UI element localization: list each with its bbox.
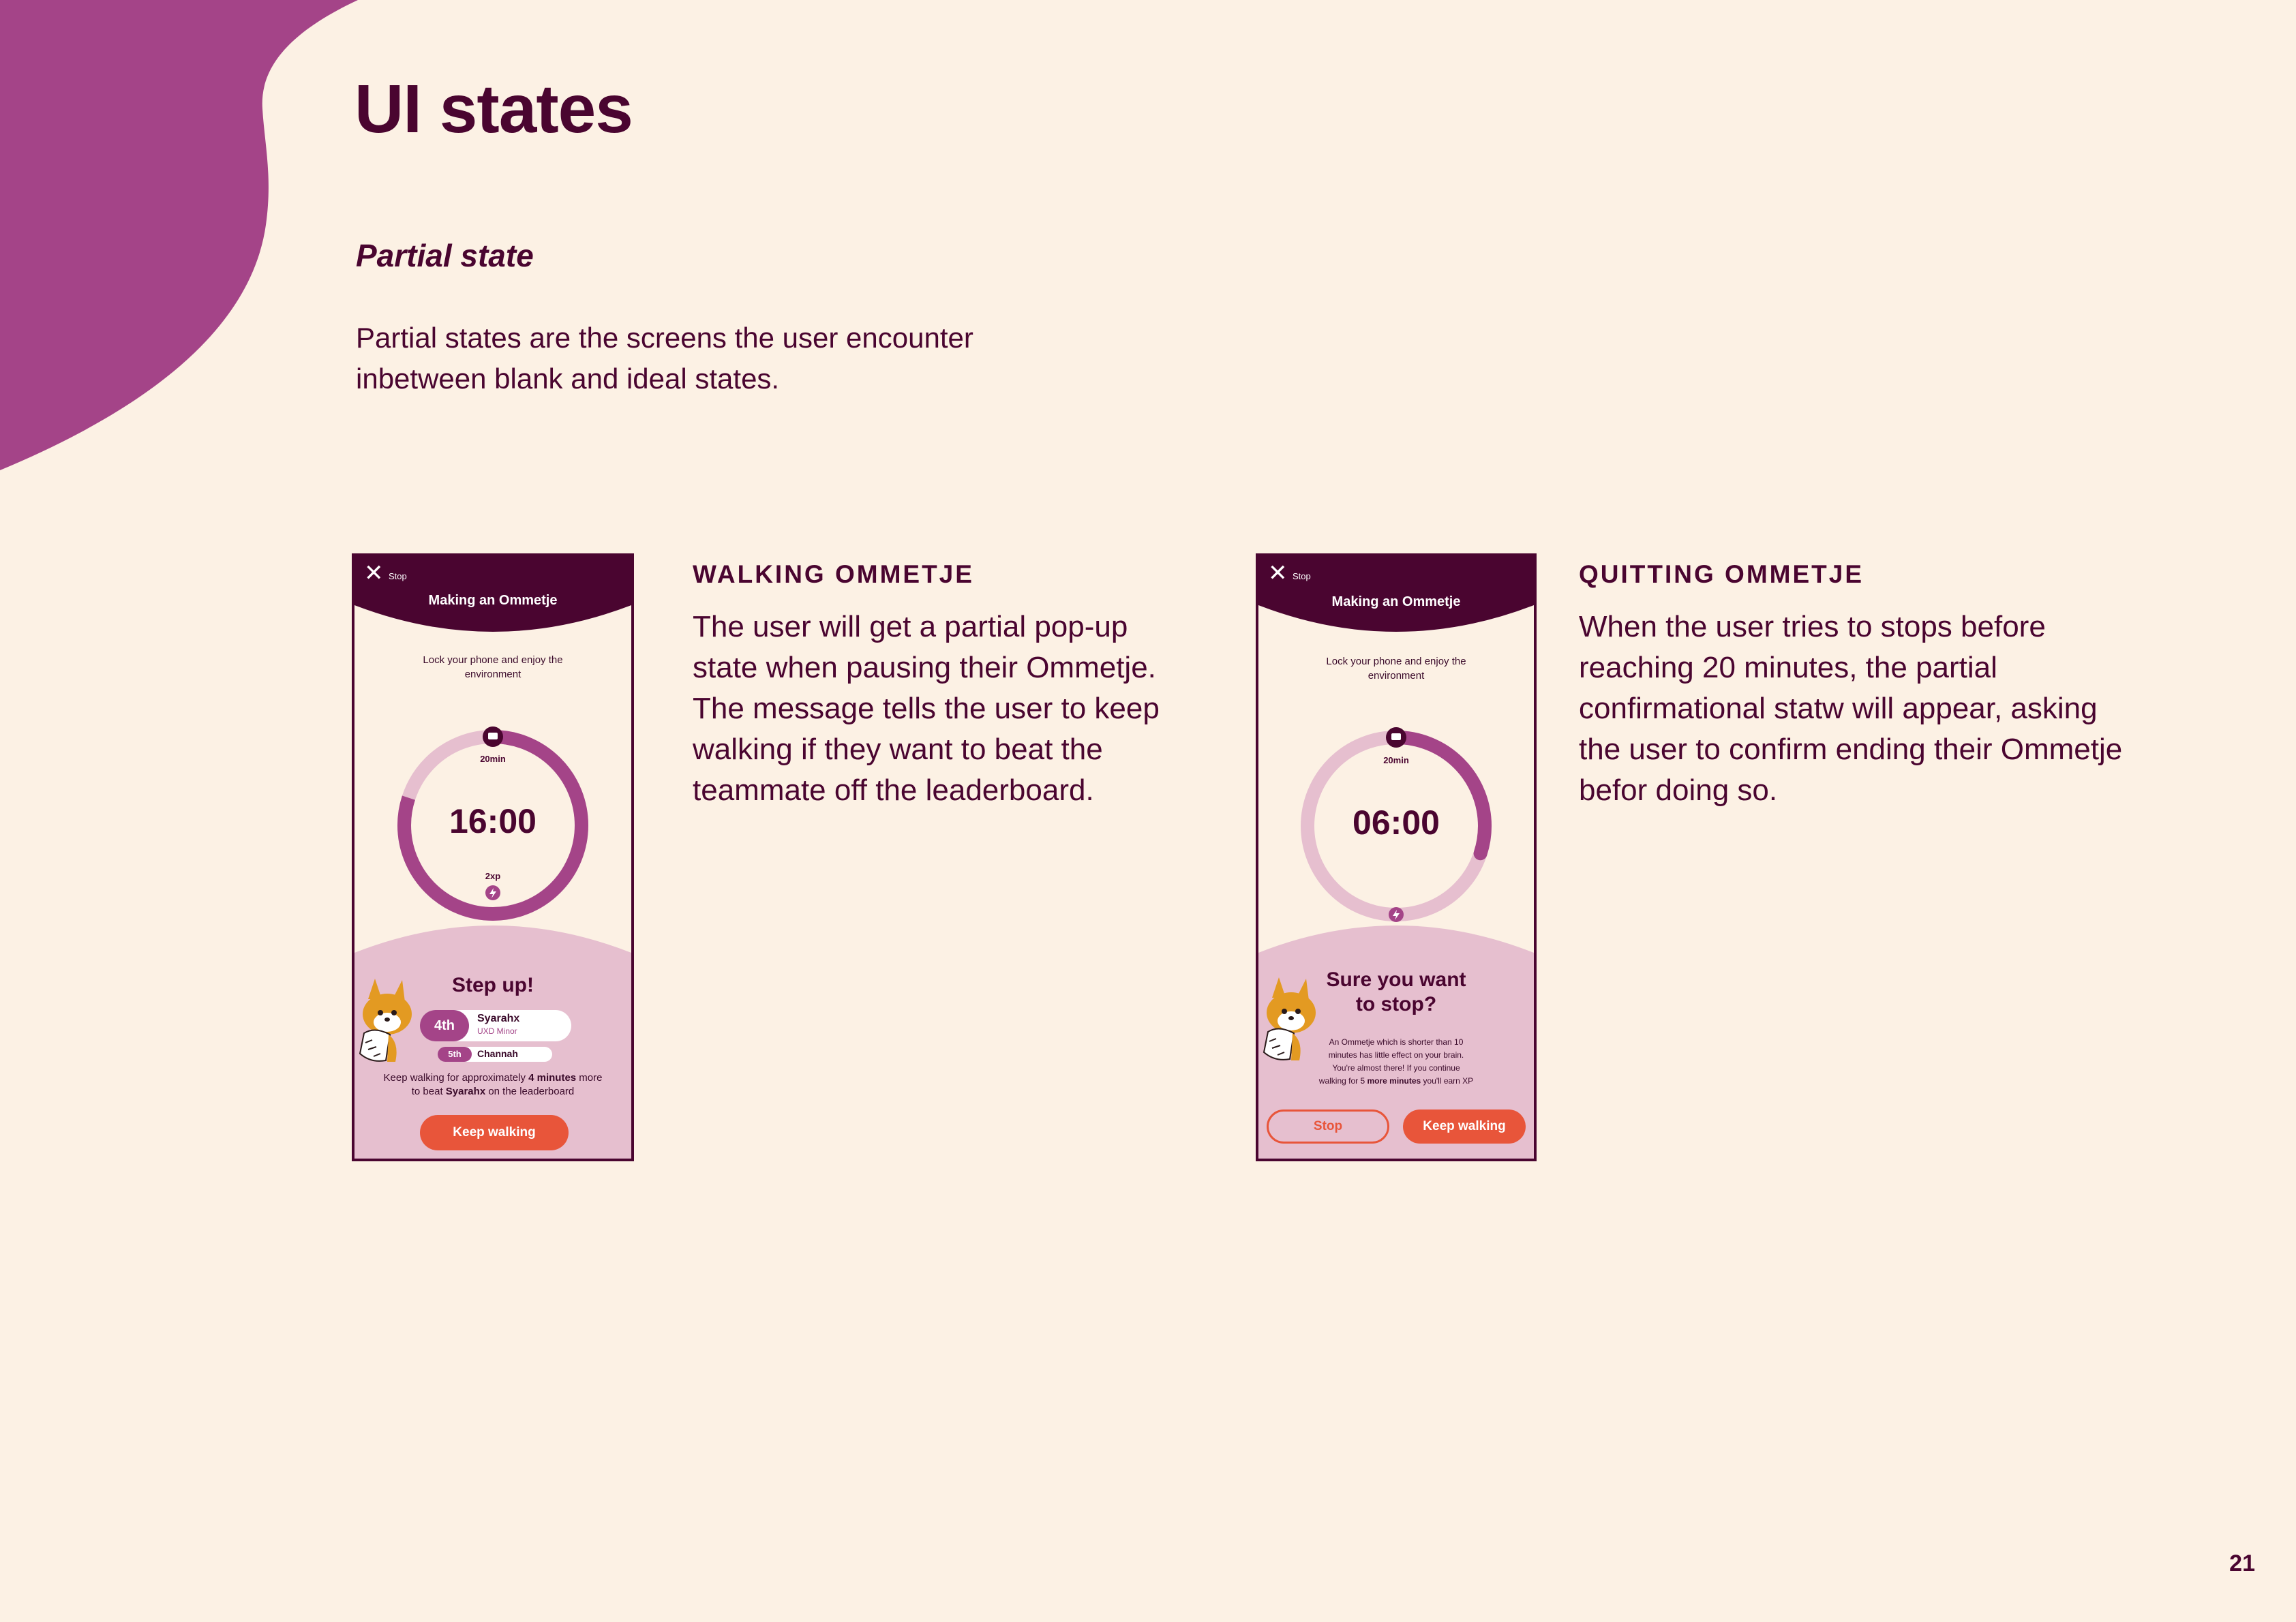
popup-title: Sure you want to stop? bbox=[1326, 968, 1466, 1015]
phone-walking-ommetje: ✕ Stop Making an Ommetje Lock your phone… bbox=[352, 553, 634, 1161]
rank-position: 4th bbox=[420, 1010, 469, 1041]
section-subtitle: Partial state bbox=[356, 238, 534, 273]
intro-paragraph: Partial states are the screens the user … bbox=[356, 322, 973, 395]
stop-label[interactable]: Stop bbox=[1293, 571, 1311, 581]
timer-ring bbox=[1301, 727, 1492, 922]
phone-background bbox=[1258, 556, 1534, 1159]
instruction-text: Lock your phone and enjoy the environmen… bbox=[1326, 656, 1466, 682]
message-line-1: Keep walking for approximately 4 minutes… bbox=[383, 1072, 603, 1084]
fox-mascot-icon bbox=[1263, 977, 1316, 1060]
popup-message: Keep walking for approximately 4 minutes… bbox=[354, 1071, 631, 1099]
quitting-heading: QUITTING OMMETJE bbox=[1579, 560, 1864, 588]
rank-name: Channah bbox=[477, 1048, 518, 1059]
keep-walking-button[interactable]: Keep walking bbox=[1403, 1110, 1526, 1144]
message-line-2: to beat Syarahx on the leaderboard bbox=[411, 1086, 575, 1097]
fox-mascot-icon bbox=[359, 979, 412, 1062]
page-number: 21 bbox=[2229, 1550, 2255, 1576]
goal-label: 20min bbox=[1383, 755, 1409, 765]
instruction-text: Lock your phone and enjoy the environmen… bbox=[423, 654, 563, 680]
rank-subtitle: UXD Minor bbox=[477, 1026, 517, 1036]
close-icon[interactable]: ✕ bbox=[1268, 560, 1288, 586]
quitting-body: When the user tries to stops before reac… bbox=[1579, 610, 2123, 807]
goal-label: 20min bbox=[480, 754, 506, 764]
stop-label[interactable]: Stop bbox=[389, 571, 407, 581]
decorative-blob bbox=[0, 0, 358, 470]
phone-background bbox=[354, 556, 631, 1159]
leaderboard-row-rival: 4th Syarahx UXD Minor bbox=[420, 1010, 571, 1041]
popup-title: Step up! bbox=[452, 974, 534, 996]
xp-label: 2xp bbox=[485, 871, 501, 881]
timer-display: 06:00 bbox=[1353, 804, 1440, 842]
leaderboard-row-user: 5th Channah bbox=[438, 1047, 552, 1062]
stop-button[interactable]: Stop bbox=[1267, 1110, 1389, 1144]
walking-heading: WALKING OMMETJE bbox=[693, 560, 974, 588]
rank-name: Syarahx bbox=[477, 1013, 520, 1024]
popup-message: An Ommetje which is shorter than 10 minu… bbox=[1318, 1037, 1474, 1086]
phone-quitting-ommetje: ✕ Stop Making an Ommetje Lock your phone… bbox=[1256, 553, 1537, 1161]
walking-body: The user will get a partial pop-up state… bbox=[693, 610, 1160, 807]
header-title: Making an Ommetje bbox=[428, 593, 558, 608]
page-title: UI states bbox=[354, 71, 633, 147]
timer-ring bbox=[397, 726, 588, 921]
header-title: Making an Ommetje bbox=[1331, 594, 1461, 609]
close-icon[interactable]: ✕ bbox=[364, 560, 384, 586]
rank-position: 5th bbox=[438, 1047, 472, 1062]
keep-walking-button[interactable]: Keep walking bbox=[420, 1115, 569, 1150]
timer-display: 16:00 bbox=[449, 802, 537, 840]
